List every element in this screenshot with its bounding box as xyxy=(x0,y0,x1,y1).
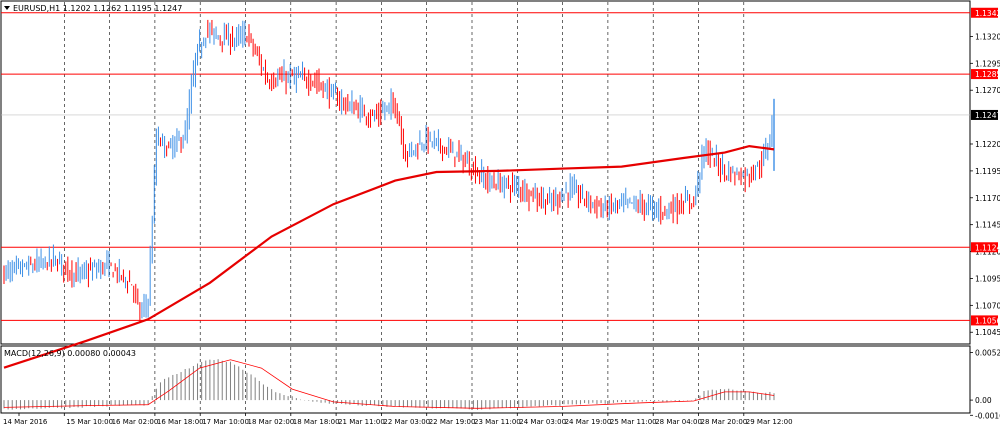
moving-average-series xyxy=(3,144,775,369)
level-price-tag-label: 1.1342 xyxy=(975,9,1000,18)
macd-y-tick-label: 0.00 xyxy=(975,396,992,405)
x-tick-label: 28 Mar 20:00 xyxy=(701,418,748,426)
level-price-tag xyxy=(971,242,998,253)
x-tick-label: 25 Mar 11:00 xyxy=(610,418,657,426)
y-tick-label: 1.1270 xyxy=(975,86,1000,95)
y-tick-label: 1.1170 xyxy=(975,194,1000,203)
current-price-tag xyxy=(971,109,998,120)
candlestick-series xyxy=(3,19,775,322)
current-price-tag-label: 1.1247 xyxy=(975,111,1000,120)
y-tick-label: 1.1070 xyxy=(975,301,1000,310)
level-price-tag xyxy=(971,69,998,80)
macd-y-tick-label: 0.00521 xyxy=(975,348,1000,357)
x-tick-label: 18 Mar 18:00 xyxy=(293,418,340,426)
x-tick-label: 15 Mar 10:00 xyxy=(66,418,113,426)
x-tick-label: 16 Mar 18:00 xyxy=(157,418,204,426)
y-tick-label: 1.1220 xyxy=(975,140,1000,149)
level-price-tag xyxy=(971,315,998,326)
macd-y-tick-label: -0.00166 xyxy=(975,411,1000,420)
x-tick-label: 24 Mar 03:00 xyxy=(519,418,566,426)
macd-signal-line xyxy=(3,359,775,409)
macd-panel-frame xyxy=(0,345,971,414)
main-panel-frame xyxy=(0,0,971,345)
symbol-menu-triangle-icon[interactable] xyxy=(4,6,10,10)
x-tick-label: 18 Mar 02:00 xyxy=(248,418,295,426)
x-tick-label: 16 Mar 02:00 xyxy=(112,418,159,426)
chart-title: EURUSD,H1 1.1202 1.1262 1.1195 1.1247 xyxy=(13,4,182,13)
x-tick-label: 29 Mar 12:00 xyxy=(746,418,793,426)
grid-layer xyxy=(1,2,970,412)
level-price-tag-label: 1.1124 xyxy=(975,243,1000,252)
y-tick-label: 1.1145 xyxy=(975,221,1000,230)
macd-label: MACD(12,26,9) 0.00080 0.00043 xyxy=(4,349,136,358)
x-tick-label: 14 Mar 2016 xyxy=(3,418,48,426)
x-tick-label: 17 Mar 10:00 xyxy=(202,418,249,426)
x-tick-label: 22 Mar 19:00 xyxy=(429,418,476,426)
y-tick-label: 1.1045 xyxy=(975,328,1000,337)
moving-average-line xyxy=(3,144,775,369)
y-tick-label: 1.1295 xyxy=(975,59,1000,68)
price-axis: 1.1320 1.1295 1.1270 1.1220 1.1195 1.1170 1.11… xyxy=(970,7,1000,420)
y-tick-label: 1.1095 xyxy=(975,274,1000,283)
x-tick-label: 22 Mar 03:00 xyxy=(383,418,430,426)
y-tick-label: 1.1195 xyxy=(975,167,1000,176)
horizontal-levels[interactable] xyxy=(1,12,970,321)
macd-series xyxy=(3,359,775,410)
level-price-tag xyxy=(971,7,998,18)
level-price-tag-label: 1.1056 xyxy=(975,316,1000,325)
x-tick-label: 24 Mar 19:00 xyxy=(565,418,612,426)
x-tick-label: 23 Mar 11:00 xyxy=(474,418,521,426)
x-tick-label: 21 Mar 11:00 xyxy=(338,418,385,426)
x-tick-label: 28 Mar 04:00 xyxy=(655,418,702,426)
level-price-tag-label: 1.1285 xyxy=(975,70,1000,79)
y-tick-label: 1.1320 xyxy=(975,32,1000,41)
